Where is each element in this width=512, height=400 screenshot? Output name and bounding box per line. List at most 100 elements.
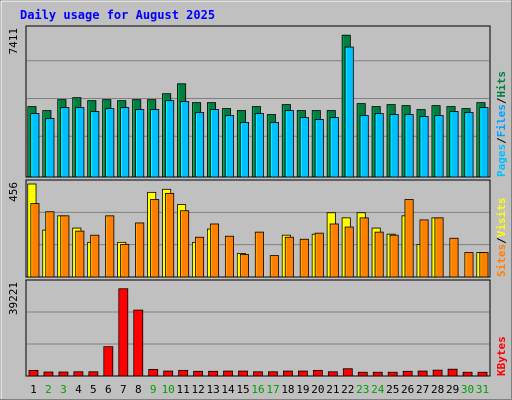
x-tick-label-day-21: 21: [326, 383, 339, 396]
bar-kbytes-day-4: [73, 371, 84, 377]
x-tick-label-day-8: 8: [135, 383, 142, 396]
bar-kbytes-day-22: [342, 368, 353, 377]
x-tick-label-day-24: 24: [371, 383, 385, 396]
bar-kbytes-day-15: [238, 370, 248, 377]
bar-files-day-30: [464, 112, 474, 178]
bar-sites-day-26: [404, 199, 414, 278]
bar-kbytes-day-7: [118, 288, 129, 377]
bar-kbytes-day-29: [447, 368, 458, 377]
bar-kbytes-day-5: [88, 371, 99, 377]
bar-sites-day-20: [314, 232, 324, 278]
bar-kbytes-day-14: [223, 370, 233, 377]
x-tick-label-day-3: 3: [60, 383, 67, 396]
panel-middle-legend: Sites/Visits: [495, 198, 508, 278]
x-tick-label-day-17: 17: [266, 383, 279, 396]
bar-kbytes-day-28: [432, 369, 443, 377]
x-tick-label-day-12: 12: [192, 383, 205, 396]
bar-kbytes-day-9: [148, 369, 159, 377]
legend-entry-separator: /: [495, 97, 508, 104]
bar-sites-day-25: [389, 234, 399, 278]
chart-panels: 7411Pages/Files/Hits456Sites/Visits39221…: [7, 25, 508, 377]
x-tick-label-day-26: 26: [401, 383, 414, 396]
x-tick-label-day-27: 27: [416, 383, 429, 396]
x-tick-label-day-25: 25: [386, 383, 399, 396]
legend-entry-sites: Sites: [495, 244, 508, 277]
legend-entry-pages: Pages: [495, 144, 508, 177]
panel-middle-ymax-label: 456: [7, 182, 20, 202]
bar-sites-day-5: [90, 234, 100, 278]
panel-bottom-ymax-label: 39221: [7, 282, 20, 315]
bar-sites-day-2: [45, 211, 55, 278]
bar-files-day-25: [389, 114, 399, 178]
bar-kbytes-day-31: [477, 371, 488, 377]
bar-kbytes-day-23: [357, 371, 368, 377]
x-tick-label-day-5: 5: [90, 383, 97, 396]
bar-files-day-28: [434, 115, 444, 178]
bar-kbytes-day-2: [43, 371, 54, 377]
bar-kbytes-day-30: [462, 371, 473, 377]
bar-kbytes-day-17: [268, 371, 278, 377]
bar-sites-day-11: [180, 210, 190, 278]
x-tick-label-day-13: 13: [206, 383, 219, 396]
panel-middle: 456 Sites/Visits: [7, 179, 508, 278]
bar-sites-day-16: [254, 231, 264, 278]
bar-files-day-9: [150, 109, 160, 178]
x-tick-label-day-28: 28: [431, 383, 444, 396]
bar-sites-day-22: [344, 226, 354, 278]
bar-files-day-19: [299, 117, 309, 178]
bar-files-day-5: [90, 111, 100, 178]
x-tick-label-day-29: 29: [446, 383, 459, 396]
panel-bottom-plot-area: [25, 279, 491, 377]
bar-sites-day-12: [195, 236, 205, 278]
bar-sites-day-18: [284, 236, 294, 278]
bar-kbytes-day-12: [193, 370, 204, 377]
chart-title: Daily usage for August 2025: [20, 8, 215, 22]
bar-files-day-22: [344, 46, 354, 178]
bar-files-day-21: [329, 117, 339, 178]
bar-sites-day-13: [209, 223, 220, 278]
bar-files-day-1: [30, 113, 40, 178]
bar-sites-day-3: [60, 215, 70, 278]
bar-kbytes-day-16: [253, 371, 263, 377]
bar-kbytes-day-27: [417, 370, 428, 377]
bar-kbytes-day-26: [402, 370, 413, 377]
x-tick-label-day-19: 19: [296, 383, 309, 396]
bar-sites-day-6: [105, 215, 115, 278]
bar-sites-day-29: [449, 237, 459, 278]
bar-sites-day-8: [135, 222, 145, 278]
bar-kbytes-day-20: [312, 369, 323, 377]
bar-sites-day-31: [479, 252, 489, 278]
bar-kbytes-day-1: [28, 369, 39, 377]
x-tick-label-day-1: 1: [30, 383, 37, 396]
bar-kbytes-day-24: [372, 371, 383, 377]
bar-files-day-24: [374, 113, 384, 178]
panel-bottom: 39221 KBytes: [7, 279, 508, 377]
bar-sites-day-10: [165, 192, 175, 278]
bar-files-day-2: [45, 118, 55, 178]
bar-files-day-10: [165, 100, 175, 178]
bar-sites-day-21: [329, 223, 339, 278]
bar-sites-day-4: [75, 230, 85, 278]
x-tick-label-day-6: 6: [105, 383, 112, 396]
bar-files-day-26: [404, 114, 414, 178]
bar-kbytes-day-21: [327, 371, 338, 377]
panel-top-ymax-label: 7411: [7, 28, 20, 55]
bar-kbytes-day-11: [178, 369, 189, 377]
panel-top-legend: Pages/Files/Hits: [495, 71, 508, 177]
x-tick-label-day-23: 23: [356, 383, 369, 396]
bar-sites-day-30: [464, 252, 474, 278]
bar-files-day-14: [224, 115, 234, 178]
x-tick-label-day-2: 2: [45, 383, 52, 396]
bar-kbytes-day-6: [103, 346, 114, 377]
bar-kbytes-day-19: [298, 370, 308, 377]
bar-sites-day-28: [434, 217, 444, 278]
bar-kbytes-day-8: [133, 309, 144, 377]
panel-bottom-legend: KBytes: [495, 336, 508, 376]
x-tick-label-day-9: 9: [150, 383, 157, 396]
bar-files-day-17: [269, 122, 279, 178]
legend-entry-separator: /: [495, 137, 508, 144]
x-tick-label-day-20: 20: [311, 383, 324, 396]
bar-kbytes-day-10: [163, 370, 174, 377]
legend-entry-kbytes: KBytes: [495, 336, 508, 376]
